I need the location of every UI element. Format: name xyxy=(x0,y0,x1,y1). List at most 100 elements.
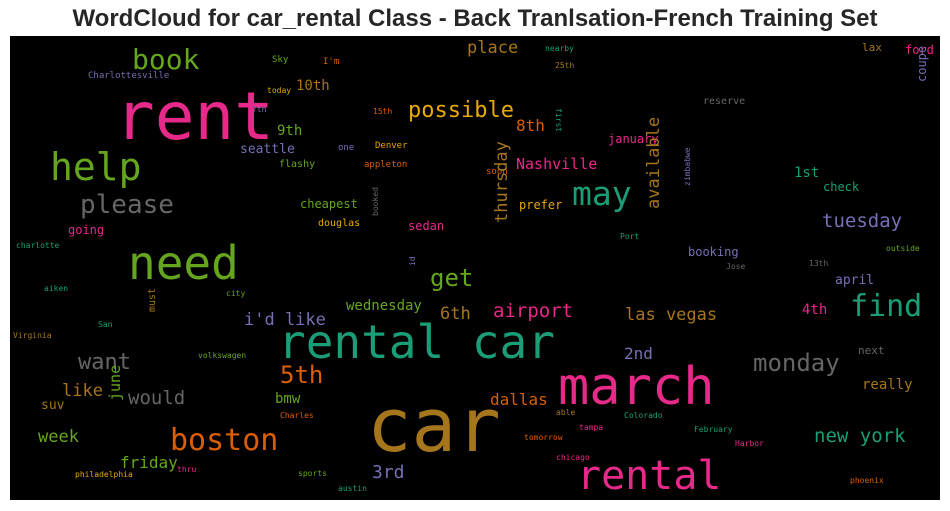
word-want: want xyxy=(78,350,131,375)
word-one: one xyxy=(338,143,355,153)
word-soon: soon xyxy=(486,167,508,177)
word-friday: friday xyxy=(120,453,178,472)
word-sedan: sedan xyxy=(408,219,445,233)
word-las-vegas: las vegas xyxy=(625,305,718,325)
word-possible: possible xyxy=(408,98,514,123)
word-sky: Sky xyxy=(272,55,289,65)
word-please: please xyxy=(80,190,174,220)
word-rent: rent xyxy=(115,78,274,155)
word-philadelphia: philadelphia xyxy=(75,470,133,479)
word-im: I'm xyxy=(323,57,340,67)
word-tampa: tampa xyxy=(579,423,604,432)
word-reserve: reserve xyxy=(703,96,746,107)
word-booked: booked xyxy=(371,187,380,216)
word-thursday: thursday xyxy=(492,141,512,223)
word-appleton: appleton xyxy=(364,160,408,170)
word-charlottesville: Charlottesville xyxy=(88,71,170,81)
word-car: car xyxy=(367,383,501,469)
word-new-york: new york xyxy=(814,425,906,447)
word-jose: Jose xyxy=(726,262,746,271)
word-help: help xyxy=(50,145,142,189)
word-place: place xyxy=(467,38,519,58)
word-boston: boston xyxy=(170,423,279,458)
word-7th: 7th xyxy=(252,105,267,114)
word-15th: 15th xyxy=(373,107,393,116)
word-tuesday: tuesday xyxy=(822,210,903,232)
word-outside: outside xyxy=(886,244,920,253)
word-austin: austin xyxy=(338,484,367,493)
word-flashy: flashy xyxy=(279,159,316,170)
word-book: book xyxy=(132,43,200,76)
word-id-like: i'd like xyxy=(244,310,326,330)
word-wednesday: wednesday xyxy=(346,298,422,314)
word-find: find xyxy=(850,289,923,324)
word-2nd: 2nd xyxy=(624,344,653,363)
word-nashville: Nashville xyxy=(516,155,598,173)
word-4th: 4th xyxy=(802,302,828,318)
word-cloud: rent car march rental car need help rent… xyxy=(10,36,940,500)
word-get: get xyxy=(430,264,474,292)
word-need: need xyxy=(128,236,239,290)
word-6th: 6th xyxy=(440,304,471,324)
word-id: id xyxy=(408,256,417,266)
word-june: june xyxy=(106,364,124,401)
word-able: able xyxy=(556,408,576,417)
word-april: april xyxy=(835,273,875,288)
word-week: week xyxy=(38,427,79,447)
word-february: February xyxy=(694,425,733,434)
word-denver: Denver xyxy=(375,141,408,151)
word-rental-car: rental car xyxy=(278,315,555,369)
word-cheapest: cheapest xyxy=(300,197,358,211)
chart-title: WordCloud for car_rental Class - Back Tr… xyxy=(72,5,878,32)
word-would: would xyxy=(128,387,186,409)
word-zimbabwe: first xyxy=(554,108,563,133)
word-march: march xyxy=(558,357,715,417)
word-next: next xyxy=(858,344,885,357)
word-must: must xyxy=(147,287,158,312)
word-going: going xyxy=(68,223,105,237)
word-9th: 9th xyxy=(277,123,303,139)
word-like: like xyxy=(62,381,103,401)
word-5th: 5th xyxy=(280,361,324,389)
word-may: may xyxy=(572,174,632,213)
word-lax: lax xyxy=(862,41,882,54)
word-available: available xyxy=(644,116,664,209)
word-check: check xyxy=(823,180,860,194)
word-harbor: Harbor xyxy=(735,439,764,448)
word-3rd: 3rd xyxy=(372,462,405,483)
word-prefer: prefer xyxy=(519,198,563,212)
word-tomorrow: tomorrow xyxy=(524,433,563,442)
word-volkswagen: volkswagen xyxy=(198,351,247,360)
word-ford: ford xyxy=(905,43,934,57)
word-bmw: bmw xyxy=(275,391,301,407)
word-dallas: dallas xyxy=(490,390,548,409)
word-colorado: Colorado xyxy=(624,411,663,420)
word-8th: 8th xyxy=(516,116,545,135)
word-monday: monday xyxy=(753,349,840,377)
word-charlotte: charlotte xyxy=(16,241,60,250)
word-san: San xyxy=(98,320,113,329)
word-booking: booking xyxy=(688,245,739,259)
word-suv: suv xyxy=(41,398,65,413)
word-seattle: seattle xyxy=(240,142,295,157)
word-1st: 1st xyxy=(794,165,820,181)
word-nearby: nearby xyxy=(545,44,574,53)
word-chicago: chicago xyxy=(556,453,590,462)
word-coupe: zimbabwe xyxy=(683,147,692,186)
word-today: today xyxy=(267,86,292,95)
word-really: really xyxy=(862,377,913,393)
word-10th: 10th xyxy=(296,78,330,94)
word-aiken: aiken xyxy=(44,284,69,293)
word-city: city xyxy=(226,289,246,298)
word-thru: thru xyxy=(177,465,197,474)
word-first: coupe xyxy=(915,45,929,82)
word-25th: 25th xyxy=(555,61,575,70)
word-sports: sports xyxy=(298,469,327,478)
word-airport: airport xyxy=(493,300,574,322)
word-phoenix: phoenix xyxy=(850,476,884,485)
word-douglas: douglas xyxy=(318,218,361,229)
word-rental: rental xyxy=(577,453,722,499)
word-january: january xyxy=(608,132,659,146)
word-virginia: Virginia xyxy=(13,331,52,340)
word-charles: Charles xyxy=(280,411,314,420)
